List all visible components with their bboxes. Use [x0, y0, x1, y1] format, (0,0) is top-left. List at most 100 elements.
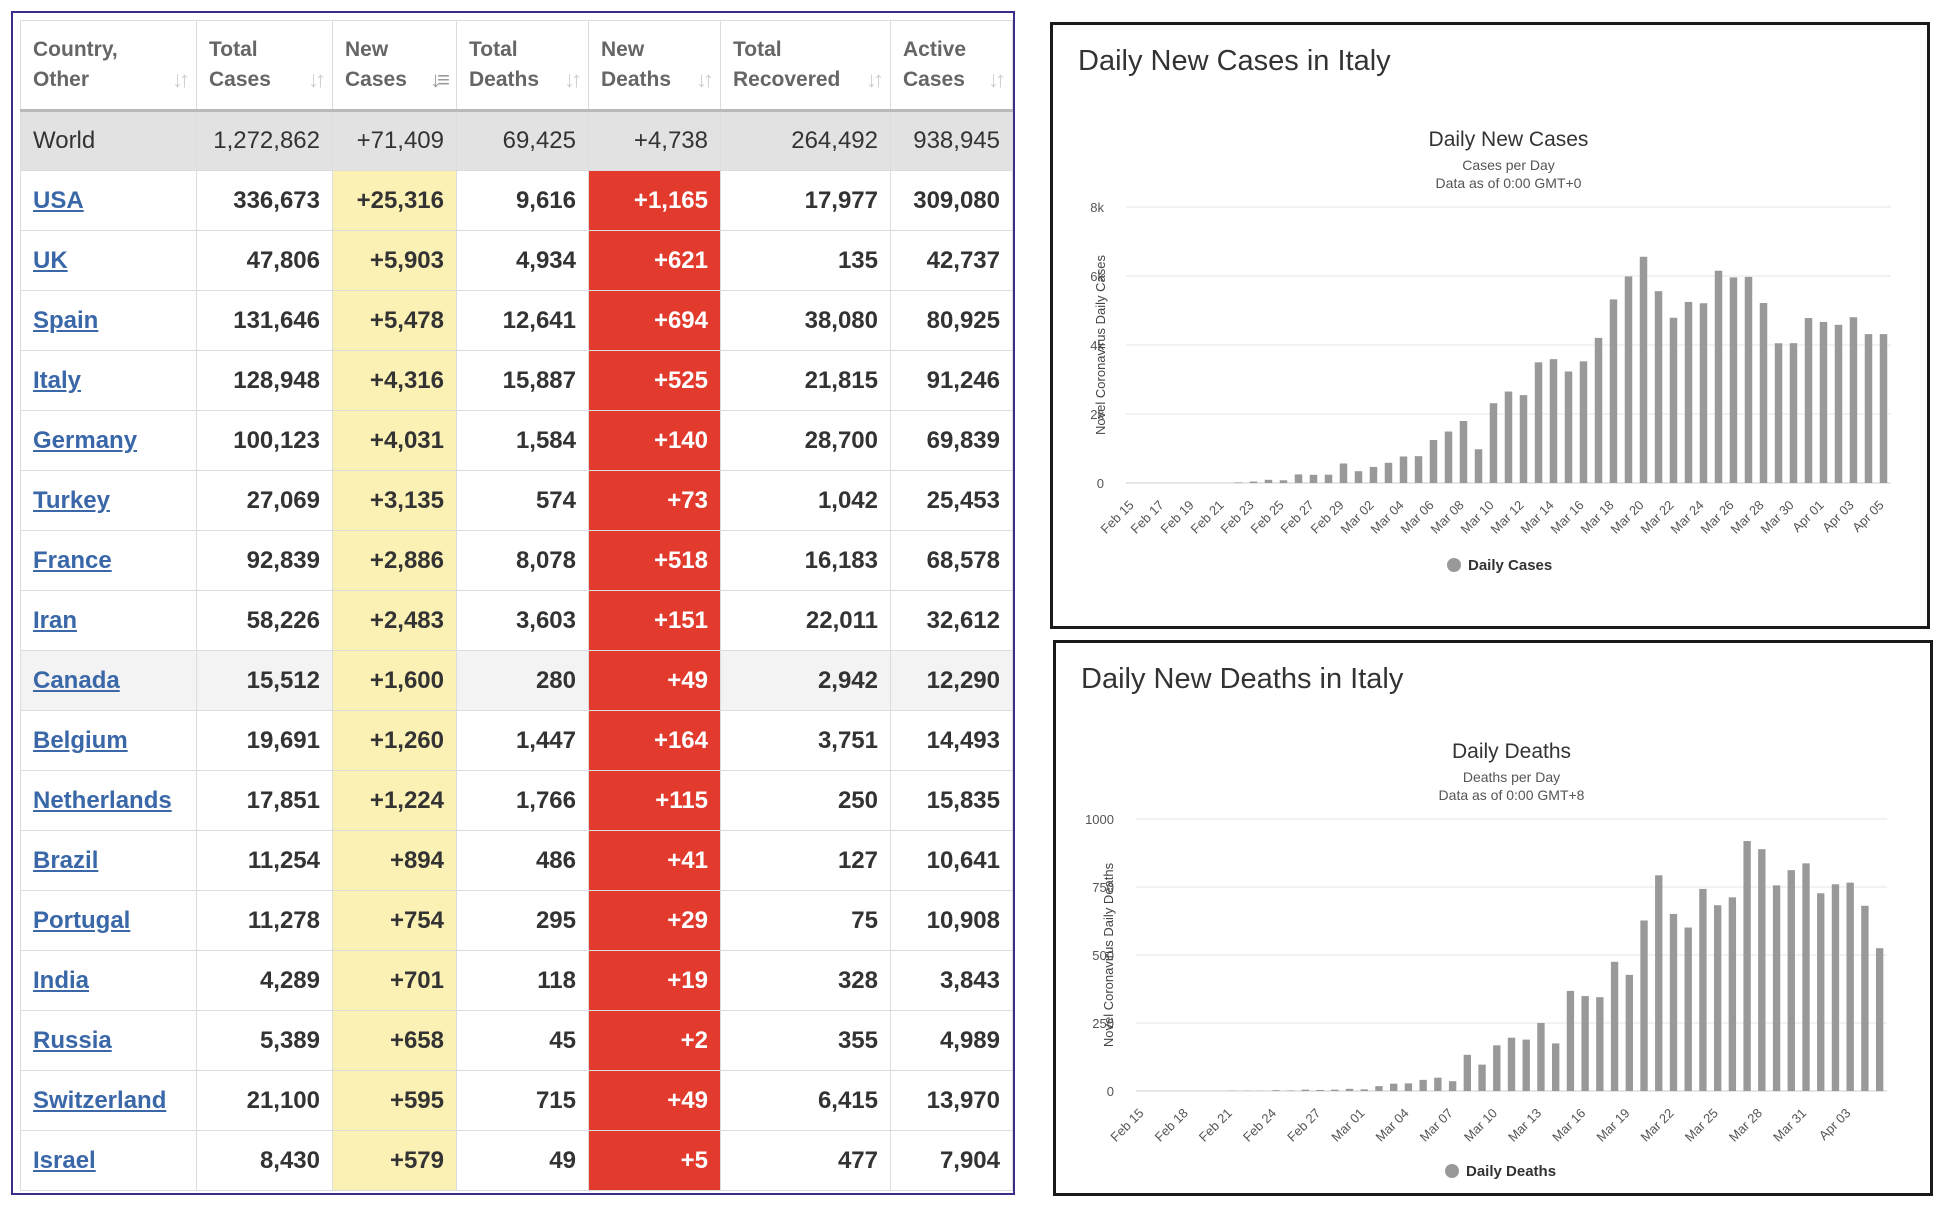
bar	[1846, 882, 1854, 1091]
country-link[interactable]: Belgium	[33, 726, 128, 754]
country-link[interactable]: Russia	[33, 1026, 112, 1054]
bar	[1324, 474, 1333, 483]
country-cell: USA	[20, 170, 197, 231]
column-header-active-cases[interactable]: Active Cases ↓↑	[890, 20, 1013, 111]
sort-desc-icon[interactable]: ↓≡	[430, 67, 450, 92]
total-recovered-cell: 16,183	[720, 530, 891, 591]
country-link[interactable]: UK	[33, 246, 68, 274]
column-header-new-cases[interactable]: New Cases ↓≡	[332, 20, 457, 111]
bar	[1360, 1089, 1368, 1091]
total-recovered-cell: 28,700	[720, 410, 891, 471]
total-deaths-cell: 1,766	[456, 770, 589, 831]
country-cell: France	[20, 530, 197, 591]
bar	[1331, 1089, 1339, 1091]
bar	[1493, 1045, 1501, 1091]
country-link[interactable]: Israel	[33, 1146, 96, 1174]
country-cell: Canada	[20, 650, 197, 711]
new-deaths-cell: +73	[588, 470, 721, 531]
y-axis-label: Novel Coronavirus Daily Cases	[1093, 255, 1108, 435]
sort-icon[interactable]: ↓↑	[308, 67, 326, 92]
country-link[interactable]: Canada	[33, 666, 120, 694]
total-recovered-cell: 264,492	[720, 109, 891, 171]
x-tick-label: Feb 27	[1284, 1105, 1323, 1144]
bar	[1624, 276, 1633, 483]
column-header-new-deaths[interactable]: New Deaths ↓↑	[588, 20, 721, 111]
bar	[1864, 334, 1873, 483]
sort-icon[interactable]: ↓↑	[172, 67, 190, 92]
bar	[1429, 439, 1438, 483]
bar	[1772, 885, 1781, 1091]
country-link[interactable]: Switzerland	[33, 1086, 167, 1114]
chart-panel-cases: Daily New Cases Cases per Day Data as of 0…	[1050, 22, 1930, 629]
bar	[1728, 897, 1737, 1091]
bar	[1234, 482, 1243, 483]
chart-subtitle: Cases per Day	[1462, 157, 1555, 173]
bar	[1834, 324, 1843, 483]
covid-table-panel: Country, Other ↓↑ Total Cases ↓↑ New Cases ↓≡…	[11, 11, 1015, 1195]
country-link[interactable]: Portugal	[33, 906, 131, 934]
column-header-total-deaths[interactable]: Total Deaths ↓↑	[456, 20, 589, 111]
table-row: Russia 5,389 +658 45 +2 355 4,989	[20, 1010, 1013, 1071]
country-link[interactable]: Germany	[33, 426, 138, 454]
total-deaths-cell: 8,078	[456, 530, 589, 591]
total-cases-cell: 47,806	[196, 230, 333, 291]
sort-icon[interactable]: ↓↑	[988, 67, 1006, 92]
bar	[1610, 961, 1619, 1091]
sort-icon[interactable]: ↓↑	[564, 67, 582, 92]
active-cases-cell: 938,945	[890, 109, 1013, 171]
new-cases-cell: +1,260	[332, 710, 457, 771]
column-header-label: New Deaths	[601, 38, 672, 91]
total-recovered-cell: 3,751	[720, 710, 891, 771]
column-header-total-recovered[interactable]: Total Recovered ↓↑	[720, 20, 891, 111]
total-recovered-cell: 135	[720, 230, 891, 291]
table-header: Country, Other ↓↑ Total Cases ↓↑ New Cases ↓≡…	[20, 20, 1013, 111]
country-link[interactable]: Italy	[33, 366, 82, 394]
bar	[1286, 1090, 1295, 1091]
bar	[1522, 1039, 1530, 1091]
sort-icon[interactable]: ↓↑	[866, 67, 884, 92]
country-link[interactable]: Netherlands	[33, 786, 172, 814]
bar	[1399, 456, 1408, 483]
x-tick-label: Feb 18	[1152, 1105, 1191, 1144]
bar	[1655, 875, 1663, 1091]
bar	[1654, 291, 1663, 483]
bar	[1301, 1089, 1310, 1091]
x-tick-label: Mar 01	[1328, 1105, 1367, 1144]
chart-panel-deaths: Daily Deaths Deaths per Day Data as of 0:0…	[1053, 640, 1933, 1196]
total-cases-cell: 27,069	[196, 470, 333, 531]
bar	[1875, 948, 1884, 1091]
header-row: Country, Other ↓↑ Total Cases ↓↑ New Cases ↓≡…	[20, 20, 1013, 111]
bar	[1279, 480, 1288, 483]
total-recovered-cell: 2,942	[720, 650, 891, 711]
country-link[interactable]: Spain	[33, 306, 99, 334]
new-deaths-cell: +1,165	[588, 170, 721, 231]
new-cases-cell: +5,478	[332, 290, 457, 351]
sort-icon[interactable]: ↓↑	[696, 67, 714, 92]
bar	[1684, 927, 1692, 1091]
country-link[interactable]: Brazil	[33, 846, 99, 874]
total-deaths-cell: 486	[456, 830, 589, 891]
x-tick-label: Mar 07	[1417, 1105, 1456, 1144]
country-link[interactable]: France	[33, 546, 112, 574]
new-cases-cell: +3,135	[332, 470, 457, 531]
country-cell: Spain	[20, 290, 197, 351]
table-row: Netherlands 17,851 +1,224 1,766 +115 250 15,83…	[20, 770, 1013, 831]
new-cases-cell: +5,903	[332, 230, 457, 291]
table-row: Canada 15,512 +1,600 280 +49 2,942 12,290	[20, 650, 1013, 711]
bar	[1566, 990, 1575, 1091]
bar	[1345, 1088, 1354, 1091]
country-link[interactable]: USA	[33, 186, 84, 214]
country-link[interactable]: India	[33, 966, 90, 994]
legend-label: Daily Deaths	[1466, 1163, 1556, 1180]
new-deaths-cell: +140	[588, 410, 721, 471]
bar	[1802, 863, 1810, 1091]
active-cases-cell: 15,835	[890, 770, 1013, 831]
country-link[interactable]: Iran	[33, 606, 78, 634]
country-link[interactable]: Turkey	[33, 486, 110, 514]
table-row: Portugal 11,278 +754 295 +29 75 10,908	[20, 890, 1013, 951]
bar	[1519, 395, 1528, 483]
total-cases-cell: 15,512	[196, 650, 333, 711]
y-tick-label: 750	[1092, 880, 1114, 895]
column-header-country[interactable]: Country, Other ↓↑	[20, 20, 197, 111]
column-header-total-cases[interactable]: Total Cases ↓↑	[196, 20, 333, 111]
